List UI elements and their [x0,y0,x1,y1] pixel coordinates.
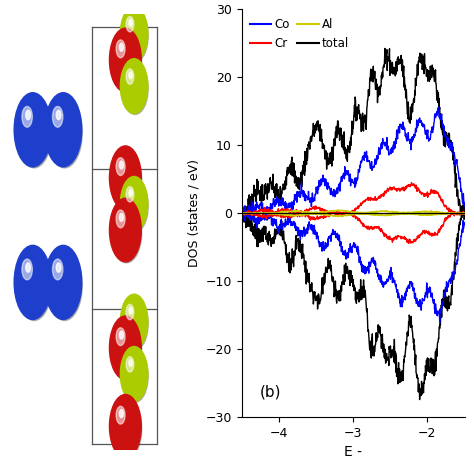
Circle shape [17,250,52,320]
Circle shape [116,158,125,175]
Circle shape [120,294,148,349]
Circle shape [111,32,142,93]
Circle shape [126,356,134,372]
Circle shape [109,198,141,262]
Circle shape [47,250,82,320]
Circle shape [53,107,63,127]
Circle shape [111,202,142,263]
Circle shape [129,190,132,196]
Circle shape [45,246,82,319]
Circle shape [22,107,32,127]
Circle shape [53,259,63,280]
Circle shape [22,259,32,280]
Circle shape [116,210,125,228]
Circle shape [56,263,61,272]
Text: (b): (b) [260,385,281,400]
Circle shape [47,98,82,168]
Circle shape [122,298,148,350]
Legend: Co, Cr, Al, total: Co, Cr, Al, total [247,15,352,52]
Circle shape [129,360,132,366]
Circle shape [119,161,123,169]
Circle shape [119,213,123,221]
Y-axis label: DOS (states / eV): DOS (states / eV) [187,159,200,267]
Circle shape [126,304,134,320]
Circle shape [122,350,148,402]
Circle shape [116,328,125,346]
Circle shape [111,320,142,381]
Circle shape [111,150,142,210]
Circle shape [126,187,134,202]
Circle shape [109,28,141,92]
Circle shape [126,17,134,32]
Circle shape [14,93,51,167]
Circle shape [56,110,61,119]
Circle shape [109,316,141,380]
Circle shape [120,59,148,114]
Circle shape [26,263,30,272]
Circle shape [119,410,123,418]
X-axis label: E -: E - [344,446,362,459]
Circle shape [120,346,148,401]
Circle shape [129,19,132,27]
Circle shape [129,72,132,79]
Circle shape [109,394,141,458]
Circle shape [119,43,123,51]
Circle shape [111,399,142,459]
Circle shape [122,10,148,62]
Circle shape [116,40,125,58]
Circle shape [119,331,123,339]
Circle shape [122,180,148,232]
Circle shape [109,146,141,210]
Circle shape [45,93,82,167]
Circle shape [122,62,148,114]
Circle shape [17,98,52,168]
Circle shape [126,69,134,84]
Circle shape [129,307,132,314]
Circle shape [14,246,51,319]
Circle shape [120,6,148,61]
Circle shape [120,176,148,231]
Circle shape [116,406,125,424]
Circle shape [26,110,30,119]
